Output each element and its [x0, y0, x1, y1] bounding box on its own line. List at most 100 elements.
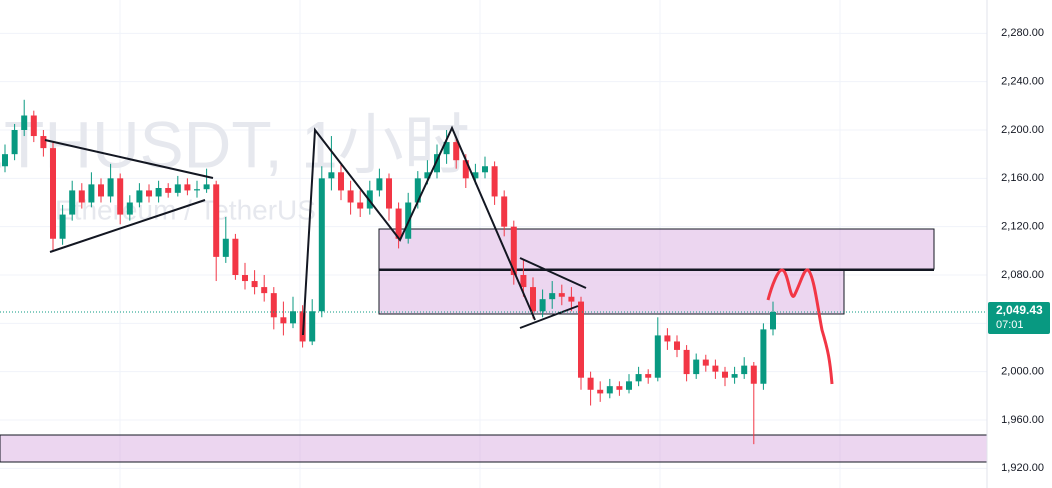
candle-body [587, 377, 594, 390]
candle-body [597, 389, 604, 394]
candle-body [443, 142, 450, 155]
candle-body [712, 365, 719, 372]
zone [0, 434, 988, 463]
y-tick-label: 2,200.00 [1001, 124, 1044, 136]
y-tick-label: 2,280.00 [1001, 27, 1044, 39]
y-tick-label: 2,160.00 [1001, 172, 1044, 184]
candle-body [462, 160, 469, 179]
candle-body [2, 154, 8, 167]
candle-body [453, 142, 460, 161]
y-tick-label: 1,920.00 [1001, 462, 1044, 474]
candle-body [98, 184, 104, 197]
candle-body [674, 341, 680, 350]
candle-body [491, 166, 498, 197]
candle-body [11, 130, 18, 155]
candle-body [59, 214, 66, 239]
candle-body [530, 287, 536, 312]
candle-body [568, 296, 575, 302]
candle-body [174, 184, 181, 193]
y-tick-label: 2,120.00 [1001, 221, 1044, 233]
candle-body [376, 178, 383, 191]
trend-line [49, 199, 206, 253]
zone [378, 228, 935, 270]
candle-body [635, 374, 642, 382]
y-tick-label: 2,080.00 [1001, 269, 1044, 281]
candle-body [222, 238, 229, 257]
candle-body [69, 190, 76, 215]
trend-line [519, 305, 579, 329]
last-price-box [988, 301, 1050, 334]
candle-body [357, 202, 364, 209]
candle-body [318, 178, 325, 312]
candle-body [78, 190, 85, 203]
candle-body [558, 293, 565, 297]
candle-body [107, 178, 114, 197]
candle-body [261, 287, 268, 294]
candle-body [606, 386, 613, 394]
candle-body [232, 238, 239, 275]
horizontal-grid [0, 32, 987, 469]
candle-body [501, 196, 508, 227]
candle-body [414, 178, 421, 203]
candle-body [21, 115, 28, 130]
candle-body [770, 311, 776, 330]
candle-body [654, 335, 661, 378]
candle-body [645, 374, 652, 378]
candle-body [616, 386, 623, 390]
candle-body [213, 184, 220, 257]
candle-body [136, 190, 143, 203]
watermark: ETHUSDT, 1小时 [0, 107, 470, 181]
y-tick-label: 2,000.00 [1001, 366, 1044, 378]
candle-body [539, 299, 546, 312]
candle-body [750, 365, 757, 384]
y-tick-label: 2,240.00 [1001, 76, 1044, 88]
candle-body [424, 172, 431, 179]
forecast-path [766, 268, 834, 385]
trend-line [44, 139, 214, 179]
candle-body [482, 166, 488, 173]
candle-body [760, 329, 767, 384]
candle-body [741, 365, 748, 375]
zigzag-line [302, 125, 536, 336]
candle-body [88, 184, 95, 203]
candle-body [251, 281, 258, 288]
candle-body [578, 301, 584, 378]
zone [378, 269, 845, 315]
candle-body [117, 178, 124, 215]
candle-body [309, 311, 316, 342]
candle-body [683, 349, 690, 375]
candle-body [30, 115, 37, 137]
candle-body [242, 275, 248, 282]
y-tick-label: 1,960.00 [1001, 414, 1044, 426]
candle-body [194, 189, 200, 191]
candle-body [434, 154, 440, 173]
watermark-sub: Ethereum / TetherUS [55, 194, 316, 225]
price-axis: 1,920.001,960.002,000.002,040.002,080.00… [1001, 27, 1044, 474]
candle-body [280, 317, 287, 324]
candle-body [155, 188, 162, 197]
candles [2, 99, 776, 445]
candle-body [702, 359, 709, 366]
candle-body [184, 184, 191, 191]
candle-body [386, 178, 392, 209]
last-price-label: 2,049.43 [996, 303, 1043, 317]
candle-body [126, 202, 133, 215]
candle-body [693, 359, 700, 375]
candle-body [338, 172, 344, 191]
candle-body [395, 208, 402, 239]
candle-body [472, 172, 479, 179]
candle-body [290, 311, 296, 324]
candle-body [549, 293, 556, 300]
candle-body [722, 371, 728, 378]
candle-body [50, 148, 56, 239]
candle-body [165, 188, 172, 193]
candle-body [146, 190, 152, 197]
countdown: 07:01 [996, 319, 1024, 331]
candle-body [731, 374, 738, 378]
candle-body [40, 136, 47, 149]
candle-body [328, 172, 335, 179]
candle-body [203, 184, 210, 190]
trend-line [519, 257, 587, 289]
